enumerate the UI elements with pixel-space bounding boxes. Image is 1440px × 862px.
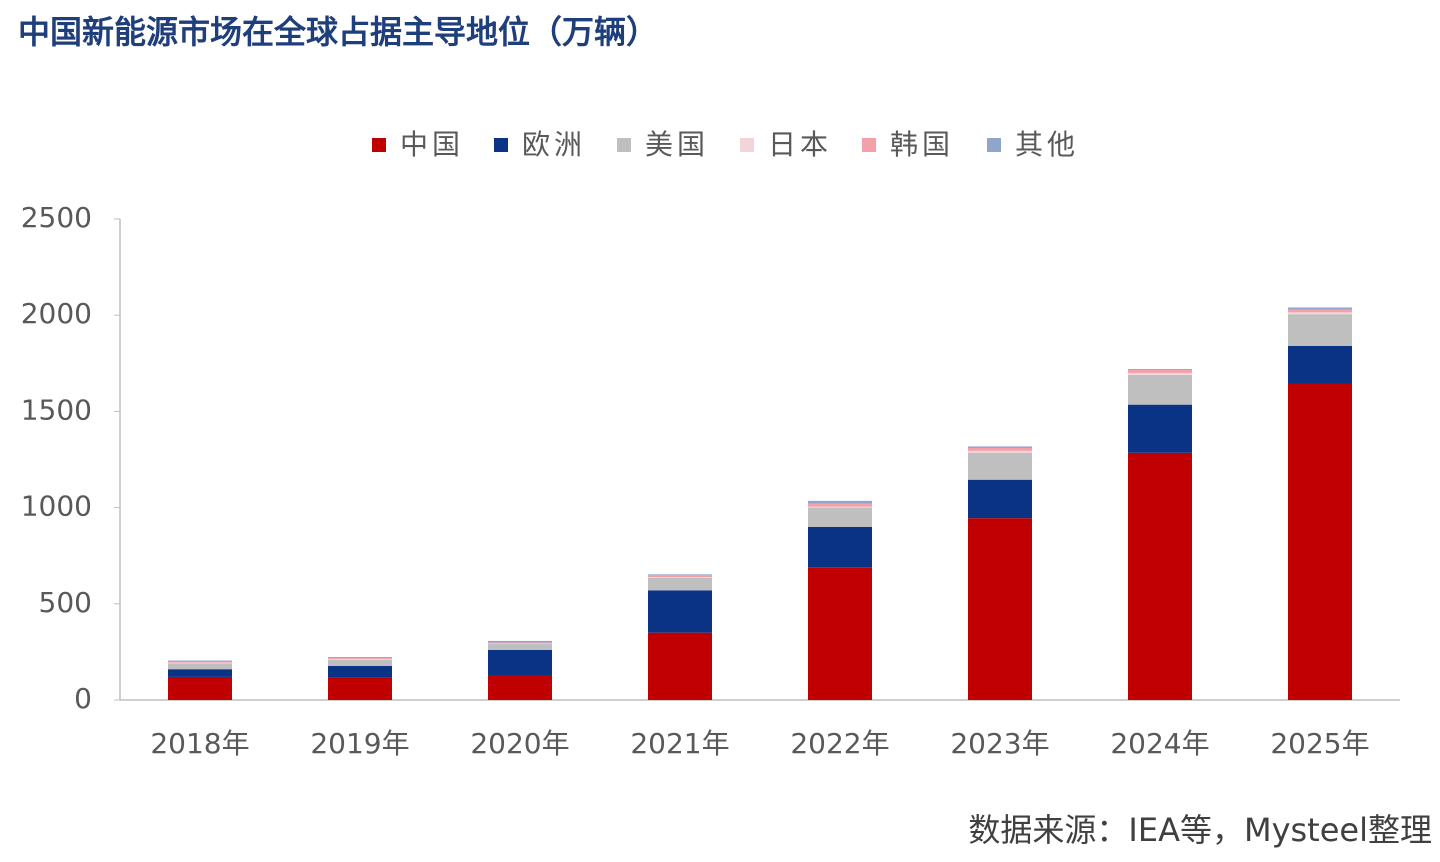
bar-segment (488, 640, 552, 643)
bar-segment (1288, 383, 1352, 700)
bar-segment (968, 479, 1032, 519)
bar-segment (808, 500, 872, 504)
bar-segment (968, 447, 1032, 451)
y-tick-label: 1000 (21, 490, 92, 523)
x-tick-label: 2022年 (790, 727, 889, 760)
bar-segment (168, 669, 232, 677)
bar-segment (648, 577, 712, 578)
x-tick-label: 2024年 (1110, 727, 1209, 760)
legend-swatch (740, 138, 754, 152)
legend-swatch (862, 138, 876, 152)
bar-segment (328, 677, 392, 700)
legend-label: 其他 (1015, 128, 1079, 161)
x-tick-label: 2019年 (310, 727, 409, 760)
legend-swatch (494, 138, 508, 152)
bar-segment (1288, 314, 1352, 346)
y-tick-label: 2500 (21, 201, 92, 234)
bar-segment (648, 577, 712, 591)
bar-segment (1128, 404, 1192, 453)
x-tick-label: 2020年 (470, 727, 569, 760)
bar-segment (1288, 345, 1352, 384)
bar-segment (1128, 372, 1192, 375)
bar-segment (328, 657, 392, 659)
legend-label: 韩国 (890, 128, 954, 161)
legend-label: 美国 (645, 128, 709, 161)
bar-segment (808, 507, 872, 527)
bar-segment (1128, 370, 1192, 373)
bar-segment (488, 674, 552, 700)
bar-segment (328, 659, 392, 666)
bar-segment (168, 663, 232, 670)
bar-segment (808, 526, 872, 568)
bar-segment (1128, 452, 1192, 700)
bar-segment (1288, 307, 1352, 310)
chart-title: 中国新能源市场在全球占据主导地位（万辆） (18, 13, 658, 51)
legend-swatch (617, 138, 631, 152)
bar-segment (808, 506, 872, 508)
bar-segment (648, 574, 712, 576)
bar-segment (648, 590, 712, 633)
bar-segment (968, 518, 1032, 700)
bar-segment (1288, 312, 1352, 315)
legend-swatch (372, 138, 386, 152)
y-tick-label: 500 (39, 586, 92, 619)
x-tick-label: 2021年 (630, 727, 729, 760)
bar-segment (968, 452, 1032, 480)
source-note: 数据来源：IEA等，Mysteel整理 (968, 811, 1432, 849)
legend-label: 中国 (400, 128, 464, 161)
legend-swatch (987, 138, 1001, 152)
bar-segment (488, 644, 552, 650)
x-tick-label: 2023年 (950, 727, 1049, 760)
bar-segment (1128, 369, 1192, 371)
bar-segment (648, 632, 712, 700)
bar-segment (328, 665, 392, 678)
bar-segment (168, 660, 232, 662)
bar-segment (488, 649, 552, 675)
bar-segment (328, 658, 392, 660)
legend-label: 欧洲 (522, 128, 586, 161)
bar-segment (808, 567, 872, 700)
bar-segment (168, 662, 232, 664)
bar-segment (968, 446, 1032, 448)
bar-segment (168, 661, 232, 663)
bar-segment (1128, 374, 1192, 405)
legend-label: 日本 (768, 128, 832, 161)
y-tick-label: 0 (74, 682, 92, 715)
y-tick-label: 1500 (21, 393, 92, 426)
bar-segment (488, 642, 552, 644)
bar-segment (1288, 309, 1352, 313)
bar-segment (328, 659, 392, 660)
bar-segment (488, 643, 552, 645)
bar-segment (168, 676, 232, 700)
x-tick-label: 2018年 (150, 727, 249, 760)
bar-segment (968, 450, 1032, 453)
bar-segment (648, 575, 712, 578)
x-tick-label: 2025年 (1270, 727, 1369, 760)
bar-segment (808, 503, 872, 507)
y-tick-label: 2000 (21, 297, 92, 330)
